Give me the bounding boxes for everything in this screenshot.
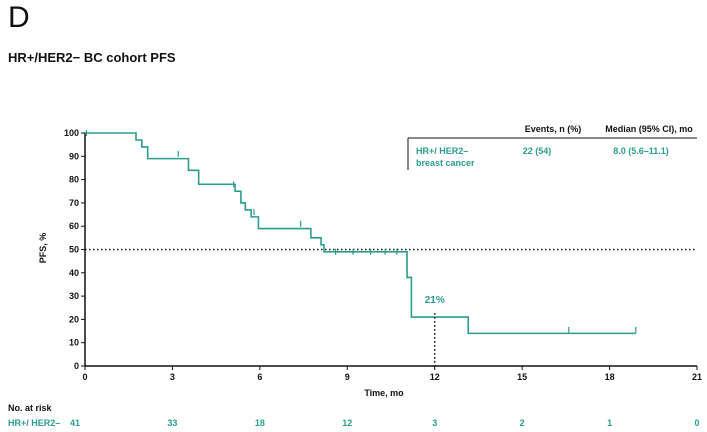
annotation-layer: 21%	[425, 295, 445, 366]
x-tick-label-3: 3	[170, 372, 175, 382]
risk-count-18: 1	[607, 418, 612, 428]
summary-table: Events, n (%) Median (95% CI), mo HR+/ H…	[407, 124, 697, 170]
table-header-events: Events, n (%)	[525, 124, 582, 134]
chart-title: HR+/HER2− BC cohort PFS	[8, 50, 176, 65]
risk-count-6: 18	[255, 418, 265, 428]
panel-letter: D	[8, 1, 30, 34]
y-tick-label-40: 40	[69, 268, 79, 278]
x-tick-label-21: 21	[692, 372, 702, 382]
x-tick-label-12: 12	[430, 372, 440, 382]
table-header-median: Median (95% CI), mo	[605, 124, 693, 134]
y-tick-label-90: 90	[69, 151, 79, 161]
km-curve-0	[85, 132, 636, 335]
y-tick-label-60: 60	[69, 221, 79, 231]
risk-count-0: 41	[70, 418, 80, 428]
risk-count-9: 12	[342, 418, 352, 428]
table-events-value: 22 (54)	[523, 146, 552, 156]
annotation-21-percent: 21%	[425, 295, 445, 306]
series-layer	[85, 130, 637, 335]
y-tick-label-80: 80	[69, 175, 79, 185]
risk-table-title: No. at risk	[8, 403, 53, 413]
x-tick-label-18: 18	[605, 372, 615, 382]
y-tick-label-20: 20	[69, 314, 79, 324]
x-axis-label: Time, mo	[364, 388, 404, 398]
axes-layer: 0 10 20 30 40 50 60 70 80 90 100 0 3 6 9 12 15 18 21	[64, 128, 702, 382]
table-row-label-line1: HR+/ HER2–	[416, 146, 468, 156]
x-tick-label-0: 0	[82, 372, 87, 382]
table-median-value: 8.0 (5.6–11.1)	[613, 146, 669, 156]
y-tick-label-100: 100	[64, 128, 79, 138]
x-tick-label-15: 15	[517, 372, 527, 382]
risk-count-21: 0	[694, 418, 699, 428]
risk-count-3: 33	[167, 418, 177, 428]
y-tick-label-10: 10	[69, 338, 79, 348]
risk-row-label: HR+/ HER2–	[8, 418, 60, 428]
risk-count-15: 2	[520, 418, 525, 428]
table-row-label-line2: breast cancer	[416, 158, 475, 168]
risk-count-12: 3	[432, 418, 437, 428]
y-tick-label-70: 70	[69, 198, 79, 208]
x-tick-label-6: 6	[257, 372, 262, 382]
y-axis-label: PFS, %	[38, 233, 48, 264]
y-tick-label-0: 0	[74, 361, 79, 371]
x-tick-label-9: 9	[345, 372, 350, 382]
risk-table: No. at risk HR+/ HER2– 41 33 18 12 3 2 1 0	[8, 403, 700, 428]
y-tick-label-50: 50	[69, 245, 79, 255]
y-tick-label-30: 30	[69, 291, 79, 301]
